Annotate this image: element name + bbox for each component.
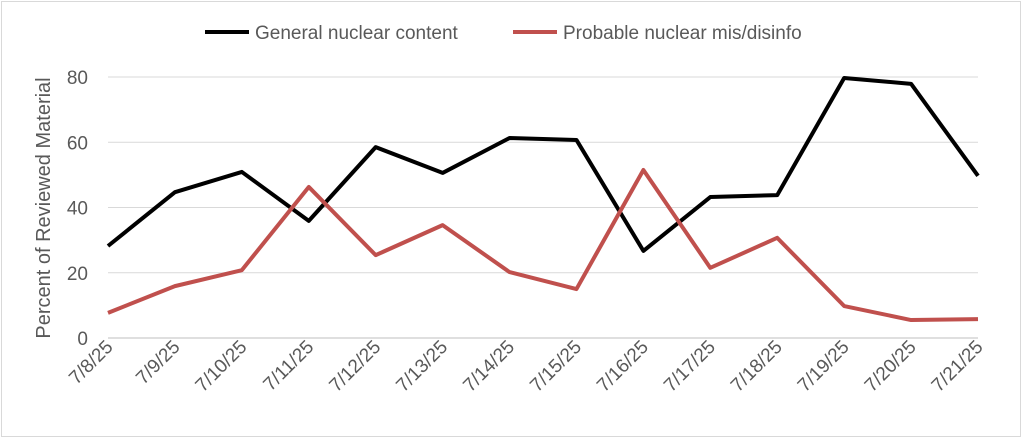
x-tick-label: 7/13/25 [392,337,452,397]
x-tick-label: 7/16/25 [593,337,653,397]
series-line-0 [106,75,980,253]
y-tick-label: 40 [67,199,88,220]
x-tick-label: 7/20/25 [861,337,921,397]
y-tick-label: 60 [67,133,88,154]
x-tick-label: 7/10/25 [192,337,252,397]
x-tick-label: 7/19/25 [794,337,854,397]
legend-label-0: General nuclear content [255,23,459,44]
x-tick-label: 7/11/25 [260,337,319,396]
x-tick-label: 7/18/25 [727,337,787,397]
y-tick-label: 20 [67,264,88,285]
x-tick-label: 7/12/25 [326,337,386,397]
x-tick-label: 7/17/25 [660,337,720,397]
x-tick-label: 7/14/25 [459,337,519,397]
x-tick-label: 7/8/25 [65,337,117,389]
x-tick-label: 7/21/25 [928,337,988,397]
y-tick-label: 0 [77,329,88,350]
x-tick-label: 7/15/25 [526,337,586,397]
x-tick-label: 7/9/25 [132,337,184,389]
y-axis-title: Percent of Reviewed Material [33,77,55,338]
y-tick-label: 80 [67,68,88,89]
legend-label-1: Probable nuclear mis/disinfo [563,23,802,44]
series-line-1 [107,167,979,323]
